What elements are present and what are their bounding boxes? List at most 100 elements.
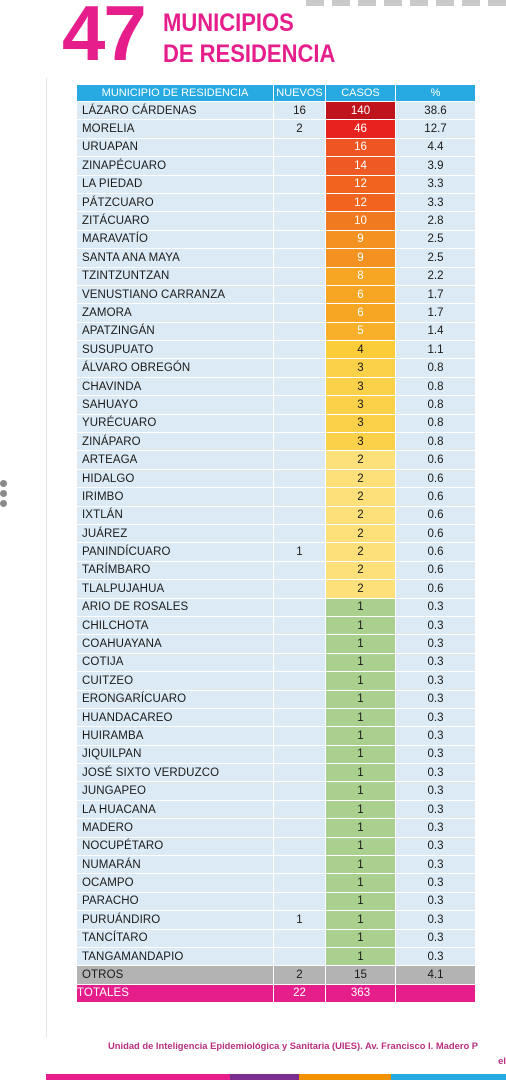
nuevos-cell — [274, 451, 326, 469]
footer-source-cont: el — [498, 1055, 506, 1066]
table-row: OCAMPO 1 0.3 — [77, 874, 476, 892]
municipio-cell: ZINÁPARO — [77, 433, 274, 451]
casos-cell: 1 — [326, 635, 396, 653]
pct-cell: 1.7 — [396, 285, 476, 304]
casos-cell: 3 — [326, 377, 396, 396]
nuevos-cell — [274, 837, 326, 856]
table-row: ÁLVARO OBREGÓN 3 0.8 — [77, 359, 476, 377]
table-row: ARTEAGA 2 0.6 — [77, 451, 476, 469]
casos-cell: 2 — [326, 543, 396, 561]
municipio-cell: PANINDÍCUARO — [77, 543, 274, 561]
nuevos-cell: 2 — [274, 120, 326, 138]
casos-cell: 2 — [326, 451, 396, 469]
table-row: NOCUPÉTARO 1 0.3 — [77, 837, 476, 856]
pct-cell: 0.3 — [396, 782, 476, 800]
table-row: PÁTZCUARO 12 3.3 — [77, 193, 476, 212]
casos-cell: 1 — [326, 727, 396, 745]
nuevos-cell — [274, 929, 326, 947]
otros-row: OTROS 2 15 4.1 — [77, 966, 476, 984]
nuevos-cell — [274, 856, 326, 874]
nuevos-cell — [274, 377, 326, 396]
municipio-cell: ARIO DE ROSALES — [77, 598, 274, 616]
nuevos-cell — [274, 947, 326, 966]
nuevos-cell — [274, 764, 326, 782]
table-row: APATZINGÁN 5 1.4 — [77, 322, 476, 341]
casos-cell: 2 — [326, 561, 396, 580]
casos-cell: 1 — [326, 653, 396, 672]
otros-pct: 4.1 — [396, 966, 476, 984]
pct-cell: 0.6 — [396, 488, 476, 506]
casos-cell: 3 — [326, 414, 396, 433]
casos-cell: 3 — [326, 433, 396, 451]
municipio-cell: LA HUACANA — [77, 800, 274, 819]
municipio-cell: ZINAPÉCUARO — [77, 157, 274, 175]
nuevos-cell: 1 — [274, 911, 326, 929]
nuevos-cell — [274, 616, 326, 635]
more-dots-icon[interactable] — [0, 480, 8, 510]
nuevos-cell — [274, 469, 326, 488]
col-header-pct: % — [396, 85, 476, 101]
pct-cell: 0.8 — [396, 377, 476, 396]
pct-cell: 0.3 — [396, 856, 476, 874]
municipio-cell: PÁTZCUARO — [77, 193, 274, 212]
municipio-cell: PURUÁNDIRO — [77, 911, 274, 929]
pct-cell: 0.8 — [396, 359, 476, 377]
pct-cell: 0.6 — [396, 580, 476, 598]
table-row: VENUSTIANO CARRANZA 6 1.7 — [77, 285, 476, 304]
nuevos-cell — [274, 561, 326, 580]
pct-cell: 0.3 — [396, 837, 476, 856]
casos-cell: 5 — [326, 322, 396, 341]
pct-cell: 0.3 — [396, 690, 476, 708]
nuevos-cell — [274, 267, 326, 285]
casos-cell: 8 — [326, 267, 396, 285]
municipio-cell: PARACHO — [77, 892, 274, 911]
municipio-cell: ZAMORA — [77, 304, 274, 322]
table-row: PANINDÍCUARO 1 2 0.6 — [77, 543, 476, 561]
municipio-cell: MARAVATÍO — [77, 230, 274, 249]
title-line-1: MUNICIPIOS — [163, 9, 294, 37]
table-row: JOSÉ SIXTO VERDUZCO 1 0.3 — [77, 764, 476, 782]
totales-casos: 363 — [326, 984, 396, 1003]
municipio-cell: HIDALGO — [77, 469, 274, 488]
municipio-cell: YURÉCUARO — [77, 414, 274, 433]
municipio-cell: LÁZARO CÁRDENAS — [77, 102, 274, 120]
pct-cell: 0.3 — [396, 745, 476, 764]
nuevos-cell — [274, 322, 326, 341]
nuevos-cell — [274, 341, 326, 359]
table-row: PARACHO 1 0.3 — [77, 892, 476, 911]
municipio-cell: SAHUAYO — [77, 396, 274, 414]
top-decoration — [306, 0, 506, 6]
municipio-cell: OCAMPO — [77, 874, 274, 892]
municipio-cell: HUANDACAREO — [77, 708, 274, 727]
nuevos-cell — [274, 874, 326, 892]
table-row: PURUÁNDIRO 1 1 0.3 — [77, 911, 476, 929]
col-header-municipio: MUNICIPIO DE RESIDENCIA — [77, 85, 274, 101]
bottom-color-bar — [46, 1074, 506, 1080]
table-row: ZITÁCUARO 10 2.8 — [77, 212, 476, 230]
pct-cell: 0.3 — [396, 635, 476, 653]
casos-cell: 6 — [326, 285, 396, 304]
casos-cell: 1 — [326, 598, 396, 616]
pct-cell: 2.8 — [396, 212, 476, 230]
nuevos-cell — [274, 175, 326, 193]
pct-cell: 0.3 — [396, 653, 476, 672]
casos-cell: 1 — [326, 837, 396, 856]
municipio-cell: COAHUAYANA — [77, 635, 274, 653]
table-row: TLALPUJAHUA 2 0.6 — [77, 580, 476, 598]
municipio-cell: CUITZEO — [77, 672, 274, 690]
table-row: MARAVATÍO 9 2.5 — [77, 230, 476, 249]
table-row: COAHUAYANA 1 0.3 — [77, 635, 476, 653]
casos-cell: 2 — [326, 469, 396, 488]
municipio-cell: VENUSTIANO CARRANZA — [77, 285, 274, 304]
totales-pct — [396, 984, 476, 1003]
pct-cell: 0.3 — [396, 929, 476, 947]
pct-cell: 0.3 — [396, 947, 476, 966]
table-row: HUIRAMBA 1 0.3 — [77, 727, 476, 745]
table-row: LÁZARO CÁRDENAS 16 140 38.6 — [77, 102, 476, 120]
table-row: JIQUILPAN 1 0.3 — [77, 745, 476, 764]
table-row: ZAMORA 6 1.7 — [77, 304, 476, 322]
casos-cell: 1 — [326, 892, 396, 911]
pct-cell: 1.4 — [396, 322, 476, 341]
otros-casos: 15 — [326, 966, 396, 984]
casos-cell: 16 — [326, 138, 396, 157]
